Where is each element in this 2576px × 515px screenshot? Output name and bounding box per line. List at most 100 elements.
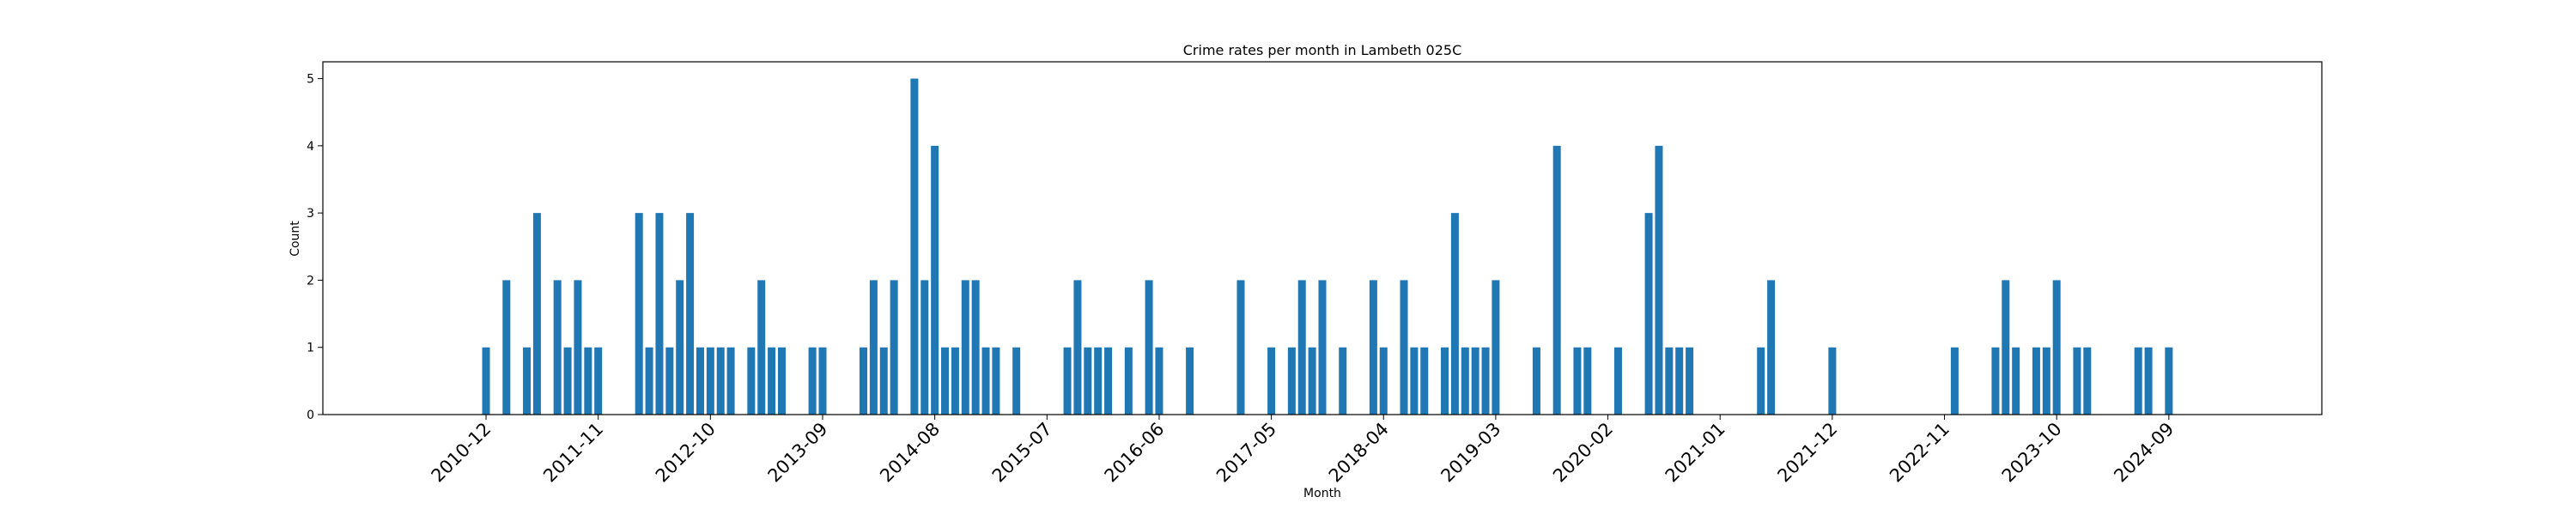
bar [502, 280, 511, 415]
bar [2165, 347, 2173, 415]
bar [1991, 347, 2000, 415]
bar [686, 213, 695, 415]
bar [757, 280, 766, 415]
bar [1297, 280, 1306, 415]
bar [747, 347, 756, 415]
bar [553, 280, 562, 415]
bar [1287, 347, 1296, 415]
bar [971, 280, 980, 415]
x-tick-label: 2024-09 [2110, 419, 2178, 487]
bar [860, 347, 868, 415]
y-tick-label: 3 [307, 207, 314, 221]
bar [574, 280, 582, 415]
x-tick-label: 2023-10 [1998, 419, 2066, 487]
bar [961, 280, 969, 415]
bar [2134, 347, 2142, 415]
bar [951, 347, 959, 415]
bar [532, 213, 541, 415]
bar [777, 347, 786, 415]
y-tick-label: 4 [307, 140, 314, 154]
chart-title: Crime rates per month in Lambeth 025C [1183, 42, 1462, 58]
y-tick-label: 0 [307, 409, 314, 422]
x-tick-label: 2019-03 [1437, 419, 1504, 487]
bar [910, 78, 919, 415]
bar [1124, 347, 1133, 415]
bar [665, 347, 674, 415]
bar [1400, 280, 1408, 415]
bar [879, 347, 888, 415]
bar [655, 213, 664, 415]
bar [1379, 347, 1388, 415]
y-tick-label: 2 [307, 274, 314, 288]
bar [594, 347, 603, 415]
bar [1686, 347, 1694, 415]
bar [584, 347, 592, 415]
bar [482, 347, 490, 415]
bar [676, 280, 684, 415]
bar [1461, 347, 1469, 415]
bar [808, 347, 817, 415]
bar [2002, 280, 2010, 415]
bar [1644, 213, 1653, 415]
plot-frame [322, 61, 2323, 415]
bar [645, 347, 653, 415]
bar [1532, 347, 1540, 415]
x-axis: 2010-12 2011-11 2012-10 2013-09 2014-08 2015-… [428, 415, 2178, 487]
x-tick-label: 2013-09 [764, 419, 832, 487]
bar [1073, 280, 1082, 415]
bar [1481, 347, 1490, 415]
bar [1145, 280, 1153, 415]
bar [1583, 347, 1592, 415]
x-tick-label: 2020-02 [1549, 419, 1617, 487]
bar [1308, 347, 1316, 415]
x-tick-label: 2016-06 [1101, 419, 1169, 487]
x-tick-label: 2021-12 [1773, 419, 1841, 487]
x-tick-label: 2018-04 [1325, 419, 1393, 487]
y-axis: 0 1 2 3 4 5 [307, 73, 323, 422]
bar [869, 280, 878, 415]
x-tick-label: 2015-07 [988, 419, 1056, 487]
bar [1492, 280, 1500, 415]
bar [1828, 347, 1837, 415]
bar [1420, 347, 1429, 415]
bar [2012, 347, 2020, 415]
bar [981, 347, 990, 415]
bar [1573, 347, 1582, 415]
bar [706, 347, 714, 415]
bar [1757, 347, 1765, 415]
x-tick-label: 2010-12 [428, 419, 495, 487]
y-tick-label: 1 [307, 342, 314, 355]
bar [2083, 347, 2092, 415]
bar [1155, 347, 1163, 415]
bar [635, 213, 643, 415]
bar [890, 280, 898, 415]
x-tick-label: 2022-11 [1886, 419, 1953, 487]
bar [1665, 347, 1674, 415]
bar [768, 347, 776, 415]
bar [1655, 145, 1663, 415]
bar [1410, 347, 1419, 415]
x-tick-label: 2012-10 [652, 419, 720, 487]
bar [992, 347, 1000, 415]
bar [716, 347, 725, 415]
bar [1471, 347, 1479, 415]
bar [1104, 347, 1113, 415]
bar [726, 347, 735, 415]
bar [1084, 347, 1092, 415]
bar [2032, 347, 2040, 415]
bar [1318, 280, 1327, 415]
bar [1552, 145, 1561, 415]
bar [2144, 347, 2153, 415]
bar [920, 280, 929, 415]
bar [1369, 280, 1377, 415]
bar [563, 347, 572, 415]
bar [523, 347, 532, 415]
bar [931, 145, 939, 415]
bar [1767, 280, 1776, 415]
x-tick-label: 2011-11 [539, 419, 607, 487]
bar [1441, 347, 1449, 415]
bar [818, 347, 827, 415]
bar [2073, 347, 2081, 415]
x-tick-label: 2017-05 [1212, 419, 1280, 487]
